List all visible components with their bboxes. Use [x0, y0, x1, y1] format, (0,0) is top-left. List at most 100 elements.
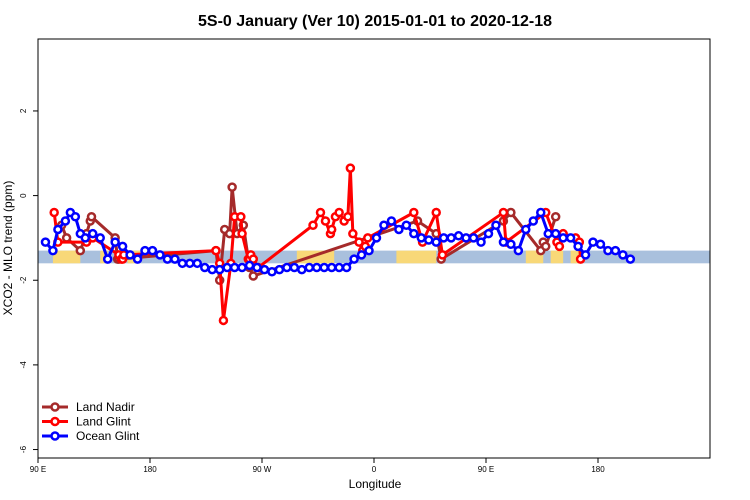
- data-point: [227, 182, 237, 192]
- data-point: [409, 207, 419, 218]
- data-point: [326, 262, 337, 273]
- data-point: [603, 245, 613, 256]
- data-point: [315, 207, 326, 218]
- data-point: [102, 254, 113, 264]
- legend-entry: Land Nadir: [76, 400, 135, 414]
- data-point: [588, 237, 598, 247]
- data-point: [416, 233, 427, 243]
- land-segment: [570, 250, 581, 264]
- y-tick-label: -4: [19, 361, 28, 369]
- y-axis-label: XCO2 - MLO trend (ppm): [1, 181, 15, 316]
- data-point: [70, 212, 81, 222]
- data-point: [476, 237, 486, 247]
- data-point: [49, 207, 59, 218]
- chart-title: 5S-0 January (Ver 10) 2015-01-01 to 2020…: [198, 13, 552, 30]
- data-point: [267, 267, 277, 277]
- data-point: [461, 233, 471, 243]
- data-point: [192, 258, 203, 269]
- data-point: [483, 228, 494, 239]
- data-point: [236, 212, 246, 222]
- data-point: [110, 237, 120, 247]
- data-point: [334, 207, 344, 218]
- data-point: [229, 262, 240, 273]
- x-tick-label: 90 E: [30, 465, 46, 474]
- data-point: [386, 216, 397, 226]
- data-point: [468, 233, 479, 243]
- plot-frame: [37, 38, 711, 459]
- axes: 90 E 180 90 W 0 90 E 180 -6 -4 -2 0 2: [19, 108, 605, 474]
- data-point: [200, 262, 210, 273]
- data-point: [177, 258, 188, 269]
- data-point: [618, 250, 628, 260]
- legend-entry: Ocean Glint: [76, 429, 140, 443]
- data-point: [394, 224, 404, 235]
- data-point: [252, 262, 262, 273]
- data-point: [117, 241, 128, 252]
- data-point: [211, 245, 221, 256]
- data-point: [343, 212, 353, 222]
- data-point: [550, 212, 561, 222]
- data-point: [304, 262, 315, 273]
- data-point: [540, 241, 551, 252]
- data-point: [543, 228, 553, 239]
- data-point: [498, 207, 509, 218]
- data-point: [349, 254, 359, 264]
- data-point: [75, 245, 86, 256]
- legend-marker: [50, 402, 60, 412]
- data-point: [354, 237, 364, 247]
- data-point: [453, 231, 464, 241]
- data-point: [80, 233, 91, 243]
- data-point: [446, 233, 456, 243]
- data-point: [409, 228, 419, 239]
- data-point: [521, 224, 531, 235]
- y-tick-label: 2: [19, 108, 28, 113]
- data-point: [363, 233, 373, 243]
- data-point: [147, 245, 158, 256]
- series-group: [40, 163, 636, 326]
- data-point: [289, 262, 300, 273]
- data-point: [371, 233, 382, 243]
- data-point: [341, 262, 352, 273]
- data-point: [356, 250, 367, 260]
- data-point: [513, 245, 524, 256]
- data-point: [580, 250, 591, 260]
- data-point: [550, 228, 561, 239]
- data-point: [401, 220, 412, 230]
- data-point: [222, 262, 232, 273]
- data-point: [438, 233, 449, 243]
- data-point: [565, 233, 576, 243]
- x-axis-label: Longitude: [349, 477, 402, 491]
- data-point: [237, 262, 247, 273]
- series-ocean-glint: [40, 207, 636, 277]
- data-point: [86, 212, 97, 222]
- data-point: [132, 254, 143, 264]
- data-point: [248, 271, 259, 281]
- land-segment: [396, 250, 437, 264]
- x-tick-label: 0: [372, 465, 377, 474]
- x-tick-label: 180: [143, 465, 157, 474]
- land-segment: [550, 250, 564, 264]
- y-tick-label: 0: [19, 193, 28, 198]
- data-point: [185, 258, 195, 269]
- data-point: [379, 220, 389, 230]
- y-tick-label: -6: [19, 445, 28, 453]
- data-point: [573, 241, 583, 252]
- legend-marker: [50, 416, 60, 427]
- data-point: [506, 239, 516, 250]
- data-point: [125, 250, 135, 260]
- legend-entry: Land Glint: [76, 415, 131, 429]
- data-point: [88, 228, 98, 239]
- data-point: [424, 235, 434, 245]
- data-point: [214, 264, 225, 275]
- land-segment: [52, 250, 81, 264]
- data-point: [40, 237, 51, 247]
- legend-marker: [50, 431, 60, 441]
- data-point: [218, 315, 229, 326]
- data-point: [308, 220, 318, 230]
- data-point: [207, 264, 217, 275]
- data-point: [320, 216, 331, 226]
- data-point: [558, 233, 568, 243]
- data-point: [319, 262, 329, 273]
